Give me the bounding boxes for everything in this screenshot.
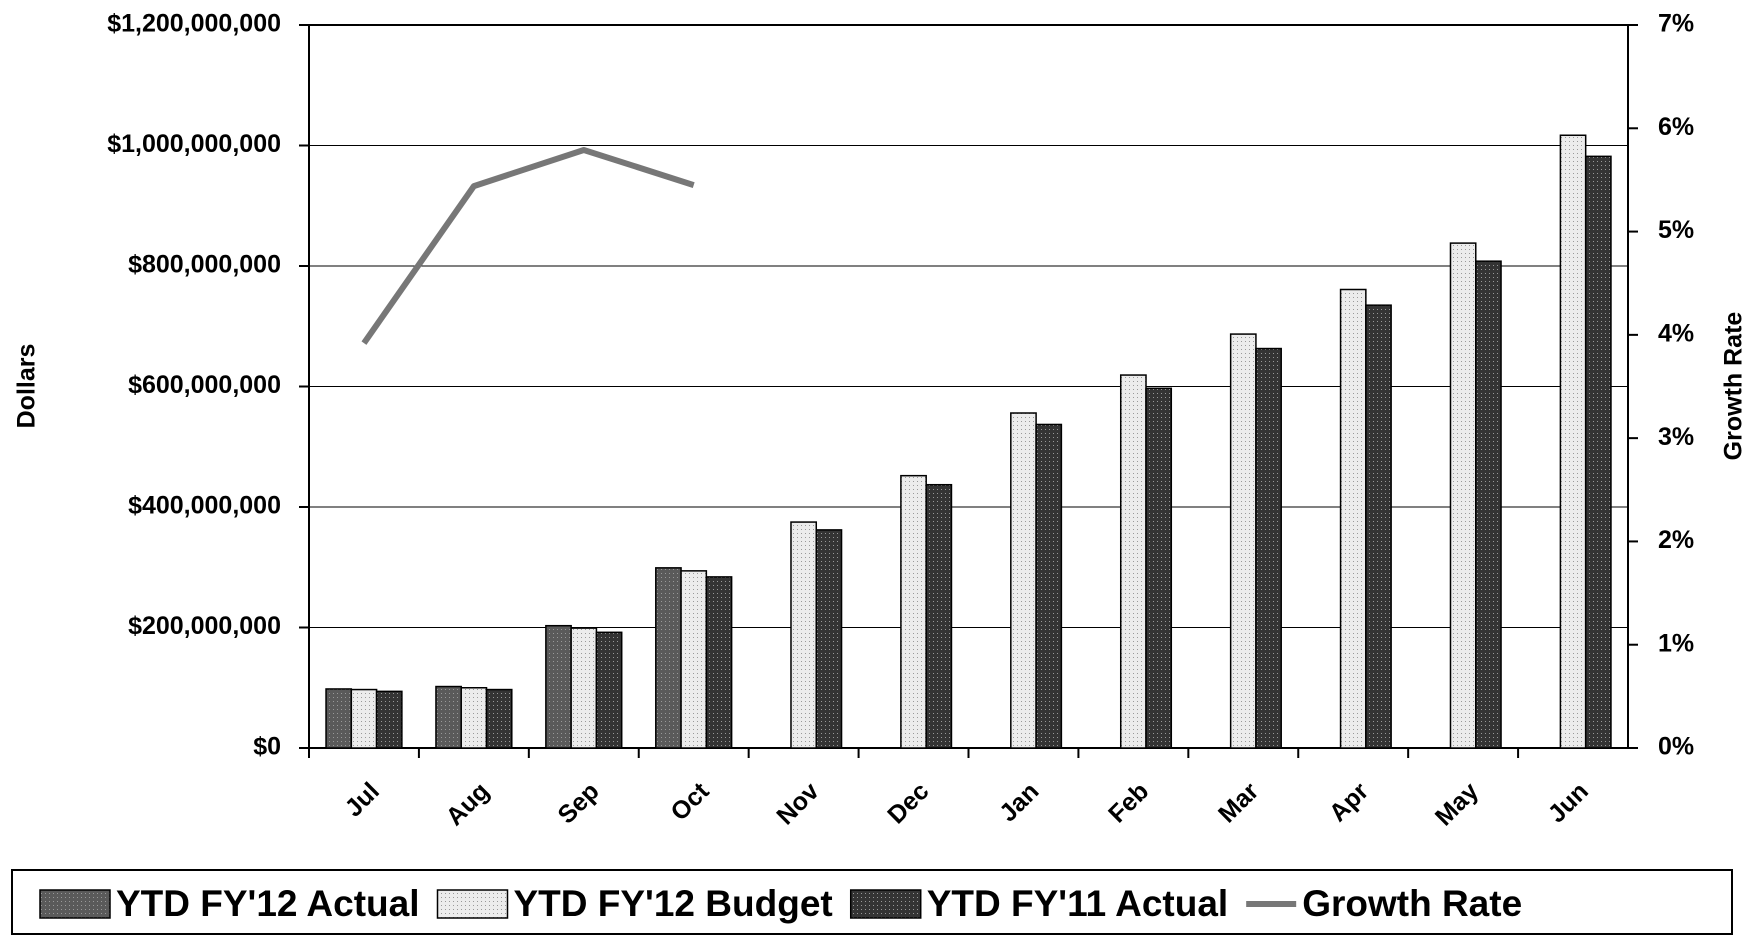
bar — [900, 474, 927, 749]
legend-swatch — [436, 889, 509, 919]
bar — [1145, 387, 1173, 749]
y-axis-label: Dollars — [13, 344, 41, 429]
bar — [705, 576, 733, 749]
y2-tick-label: 6% — [1658, 113, 1694, 141]
y-tick-label: $1,200,000,000 — [107, 10, 281, 38]
bar — [595, 631, 623, 749]
bar — [1255, 347, 1282, 749]
bar — [1449, 242, 1477, 749]
x-tick-label: Jul — [340, 777, 385, 822]
bar — [1010, 412, 1037, 749]
y-tick-label: $1,000,000,000 — [107, 130, 281, 158]
legend-label: YTD FY'12 Actual — [116, 883, 420, 924]
bar — [1339, 288, 1367, 749]
legend-label: YTD FY'11 Actual — [927, 883, 1228, 924]
y-tick-label: $0 — [253, 733, 281, 761]
legend-box — [11, 869, 1733, 935]
x-tick-label: Jun — [1543, 777, 1594, 828]
legend-swatch — [849, 889, 922, 919]
y-tick-label: $200,000,000 — [128, 612, 281, 640]
y2-tick-label: 5% — [1658, 216, 1694, 244]
x-tick-label: Feb — [1103, 777, 1154, 828]
x-tick-label: Apr — [1324, 777, 1374, 827]
x-tick-label: Dec — [882, 777, 934, 829]
y2-tick-label: 7% — [1658, 10, 1694, 38]
bar — [815, 529, 843, 749]
legend-label: Growth Rate — [1302, 883, 1522, 924]
bar — [485, 688, 513, 749]
y2-tick-label: 1% — [1658, 629, 1694, 657]
bar — [1365, 304, 1392, 749]
bar — [1229, 333, 1257, 749]
bar — [680, 570, 708, 749]
bar — [790, 521, 818, 749]
bar — [435, 685, 462, 749]
bar — [1475, 260, 1502, 749]
bar — [1559, 134, 1587, 749]
y2-tick-label: 0% — [1658, 733, 1694, 761]
legend-label: YTD FY'12 Budget — [514, 883, 833, 924]
bar — [1035, 423, 1063, 749]
x-tick-label: Sep — [552, 777, 604, 829]
x-tick-label: May — [1430, 777, 1484, 831]
bar — [325, 688, 353, 749]
y2-axis-label: Growth Rate — [1720, 312, 1748, 461]
bar — [925, 483, 953, 749]
bar — [375, 690, 403, 749]
bar — [460, 687, 488, 749]
y2-tick-label: 4% — [1658, 319, 1694, 347]
x-tick-label: Nov — [771, 777, 824, 830]
line — [361, 146, 695, 345]
bar — [1119, 374, 1147, 749]
legend: YTD FY'12 Actual YTD FY'12 Budget YTD FY'1… — [39, 883, 1522, 924]
bar — [570, 627, 598, 749]
y-tick-label: $800,000,000 — [128, 251, 281, 279]
y2-tick-label: 2% — [1658, 526, 1694, 554]
bar — [545, 624, 572, 749]
bar — [655, 567, 682, 749]
bar — [350, 688, 378, 749]
y2-tick-label: 3% — [1658, 423, 1694, 451]
x-tick-label: Oct — [665, 777, 715, 827]
y-tick-label: $400,000,000 — [128, 492, 281, 520]
x-tick-label: Aug — [441, 777, 495, 831]
legend-swatch — [39, 889, 111, 919]
bar — [1584, 155, 1612, 749]
x-tick-label: Jan — [994, 777, 1044, 827]
y-tick-label: $600,000,000 — [128, 371, 281, 399]
x-tick-label: Mar — [1213, 777, 1264, 828]
